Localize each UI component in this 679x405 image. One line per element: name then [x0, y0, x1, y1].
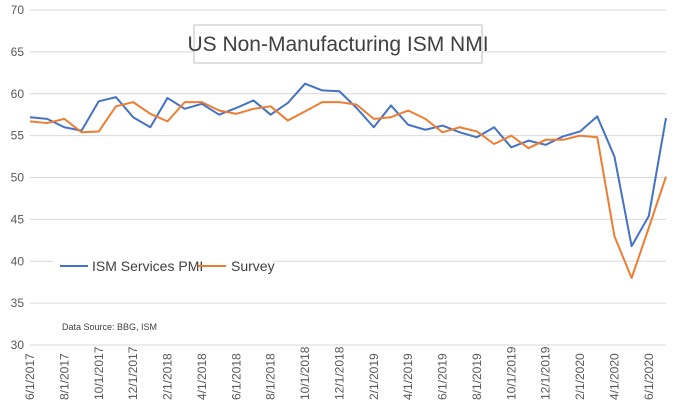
x-tick-label: 10/1/2018: [298, 346, 312, 400]
x-tick-label: 10/1/2019: [504, 346, 518, 400]
y-tick-label: 30: [11, 338, 25, 352]
x-tick-label: 8/1/2017: [57, 353, 71, 400]
series-lines: [29, 82, 667, 279]
x-tick-label: 6/1/2017: [23, 353, 37, 400]
x-tick-label: 6/1/2020: [642, 353, 656, 400]
y-tick-label: 35: [11, 296, 25, 310]
legend-label-ism: ISM Services PMI: [92, 258, 203, 274]
x-tick-label: 4/1/2019: [401, 353, 415, 400]
x-tick-label: 4/1/2018: [195, 353, 209, 400]
x-tick-label: 8/1/2019: [470, 353, 484, 400]
x-tick-label: 2/1/2018: [161, 353, 175, 400]
x-tick-label: 2/1/2020: [573, 353, 587, 400]
x-tick-label: 2/1/2019: [367, 353, 381, 400]
y-tick-label: 60: [11, 87, 25, 101]
y-tick-label: 70: [11, 3, 25, 17]
x-tick-label: 12/1/2017: [126, 346, 140, 400]
x-axis-ticks: 6/1/2017 8/1/2017 10/1/2017 12/1/2017 2/1/20…: [23, 346, 656, 400]
y-tick-label: 40: [11, 254, 25, 268]
chart-title-box: US Non-Manufacturing ISM NMI: [187, 24, 489, 64]
chart-title: US Non-Manufacturing ISM NMI: [187, 33, 488, 56]
x-tick-label: 8/1/2018: [264, 353, 278, 400]
legend-box: [53, 254, 273, 280]
y-tick-label: 65: [11, 45, 25, 59]
legend: ISM Services PMI Survey: [53, 254, 275, 280]
title-frame: [193, 24, 483, 64]
source-note: Data Source: BBG, ISM: [62, 322, 157, 332]
x-tick-label: 12/1/2018: [332, 346, 346, 400]
x-tick-label: 6/1/2019: [436, 353, 450, 400]
y-tick-label: 50: [11, 171, 25, 185]
series-line-survey: [29, 101, 667, 279]
y-tick-label: 55: [11, 129, 25, 143]
x-tick-label: 6/1/2018: [229, 353, 243, 400]
series-line-ism-services-pmi: [29, 82, 667, 248]
y-tick-label: 45: [11, 212, 25, 226]
legend-label-survey: Survey: [231, 258, 275, 274]
x-tick-label: 4/1/2020: [607, 353, 621, 400]
y-axis-ticks: 30 35 40 45 50 55 60 65 70: [11, 3, 25, 352]
x-tick-label: 12/1/2019: [539, 346, 553, 400]
x-tick-label: 10/1/2017: [92, 346, 106, 400]
